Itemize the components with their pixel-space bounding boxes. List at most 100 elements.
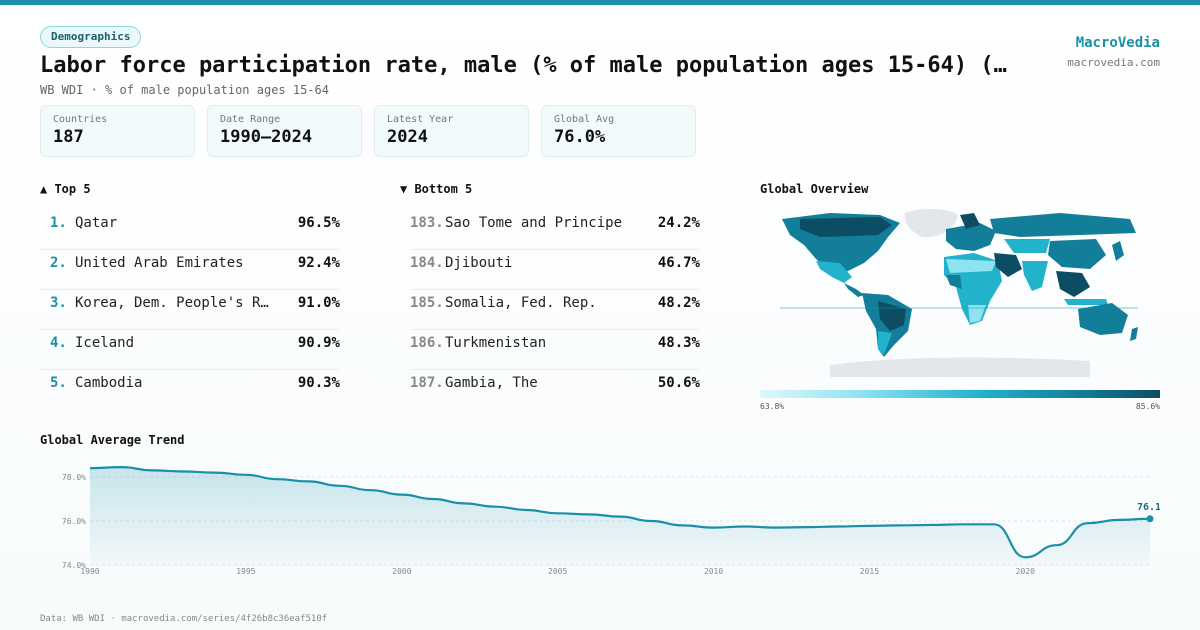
x-tick-label: 1990 [80, 567, 99, 576]
category-badge[interactable]: Demographics [40, 26, 142, 48]
brand-url[interactable]: macrovedia.com [1067, 56, 1160, 69]
y-tick-label: 78.0% [62, 473, 86, 482]
list-item[interactable]: 185. Somalia, Fed. Rep. 48.2% [410, 290, 700, 330]
country-name: Iceland [75, 335, 135, 351]
map-region-middle-east [994, 253, 1022, 277]
stat-card-latest-year: Latest Year 2024 [374, 105, 529, 157]
map-color-scale [760, 390, 1160, 398]
stat-label: Global Avg [554, 114, 615, 125]
list-item[interactable]: 3. Korea, Dem. People's R… 91.0% [40, 290, 340, 330]
rank-number: 185. [410, 295, 444, 311]
trend-heading: Global Average Trend [40, 433, 185, 447]
stat-card-countries: Countries 187 [40, 105, 195, 157]
country-value: 92.4% [297, 255, 340, 271]
map-region-canada [800, 217, 892, 237]
last-point-marker [1146, 515, 1154, 523]
map-region-north-africa [946, 259, 996, 273]
x-tick-label: 2020 [1016, 567, 1035, 576]
list-item[interactable]: 184. Djibouti 46.7% [410, 250, 700, 290]
map-region-indonesia [1064, 299, 1108, 305]
country-name: Somalia, Fed. Rep. [445, 295, 597, 311]
list-item[interactable]: 187. Gambia, The 50.6% [410, 370, 700, 410]
x-tick-label: 2015 [860, 567, 879, 576]
country-name: Sao Tome and Principe [445, 215, 623, 231]
map-region-india [1022, 261, 1048, 291]
top5-heading: ▲ Top 5 [40, 182, 91, 196]
x-tick-label: 2005 [548, 567, 567, 576]
stat-label: Countries [53, 114, 108, 125]
stat-value: 76.0% [554, 127, 606, 147]
bottom5-heading: ▼ Bottom 5 [400, 182, 473, 196]
rank-number: 4. [50, 335, 67, 351]
country-name: Gambia, The [445, 375, 538, 391]
country-name: United Arab Emirates [75, 255, 244, 271]
country-value: 90.3% [297, 375, 340, 391]
map-region-china [1048, 239, 1106, 269]
rank-number: 2. [50, 255, 67, 271]
legend-min-label: 63.8% [760, 402, 785, 411]
list-item[interactable]: 2. United Arab Emirates 92.4% [40, 250, 340, 290]
list-item[interactable]: 1. Qatar 96.5% [40, 210, 340, 250]
country-name: Djibouti [445, 255, 513, 271]
rank-number: 187. [410, 375, 444, 391]
x-tick-label: 2010 [704, 567, 723, 576]
stat-value: 1990–2024 [220, 127, 313, 147]
trend-area-fill [90, 467, 1150, 565]
map-region-scandinavia [960, 213, 980, 229]
country-value: 24.2% [657, 215, 700, 231]
stat-label: Latest Year [387, 114, 454, 125]
country-name: Korea, Dem. People's R… [75, 295, 269, 311]
last-value-label: 76.1% [1137, 502, 1160, 513]
map-region-central-asia [1004, 239, 1050, 253]
top-accent-bar [0, 0, 1200, 5]
legend-max-label: 85.6% [1135, 402, 1160, 411]
map-region-russia [990, 213, 1136, 237]
country-value: 50.6% [657, 375, 700, 391]
stat-card-date-range: Date Range 1990–2024 [207, 105, 362, 157]
x-tick-label: 1995 [236, 567, 255, 576]
country-value: 96.5% [297, 215, 340, 231]
map-region-central-america [844, 283, 864, 297]
map-region-west-africa [946, 275, 962, 289]
map-region-brazil [878, 301, 906, 331]
stat-label: Date Range [220, 114, 281, 125]
country-value: 48.3% [657, 335, 700, 351]
map-region-southern-africa [968, 305, 986, 323]
stat-value: 2024 [387, 127, 428, 147]
rank-number: 183. [410, 215, 444, 231]
country-name: Cambodia [75, 375, 143, 391]
map-region-antarctica [830, 357, 1090, 377]
x-tick-label: 2000 [392, 567, 411, 576]
y-tick-label: 74.0% [62, 561, 86, 570]
map-region-mexico [816, 261, 852, 283]
rank-number: 1. [50, 215, 67, 231]
rank-number: 3. [50, 295, 67, 311]
page-subtitle: WB WDI · % of male population ages 15-64 [40, 83, 329, 97]
trend-series-line [89, 465, 1151, 559]
country-name: Qatar [75, 215, 118, 231]
country-value: 91.0% [297, 295, 340, 311]
map-region-southeast-asia [1056, 271, 1090, 297]
stat-value: 187 [53, 127, 84, 147]
rank-number: 186. [410, 335, 444, 351]
map-region-japan [1112, 241, 1124, 261]
map-heading: Global Overview [760, 182, 869, 196]
world-choropleth-map[interactable] [760, 205, 1160, 380]
brand-logo[interactable]: MacroVedia [1075, 35, 1160, 51]
country-value: 90.9% [297, 335, 340, 351]
map-region-australia [1078, 303, 1128, 335]
rank-number: 5. [50, 375, 67, 391]
map-region-europe [946, 223, 996, 251]
list-item[interactable]: 186. Turkmenistan 48.3% [410, 330, 700, 370]
trend-area-chart[interactable]: 74.0% 76.0% 78.0% 1990 1995 2000 2005 2010 2015 2… [40, 455, 1160, 585]
rank-number: 184. [410, 255, 444, 271]
page-title: Labor force participation rate, male (% … [40, 53, 1007, 78]
map-region-new-zealand [1130, 327, 1138, 341]
list-item[interactable]: 4. Iceland 90.9% [40, 330, 340, 370]
list-item[interactable]: 5. Cambodia 90.3% [40, 370, 340, 410]
country-value: 46.7% [657, 255, 700, 271]
footer-source: Data: WB WDI · macrovedia.com/series/4f2… [40, 614, 328, 624]
country-value: 48.2% [657, 295, 700, 311]
map-region-greenland [904, 209, 958, 238]
list-item[interactable]: 183. Sao Tome and Principe 24.2% [410, 210, 700, 250]
